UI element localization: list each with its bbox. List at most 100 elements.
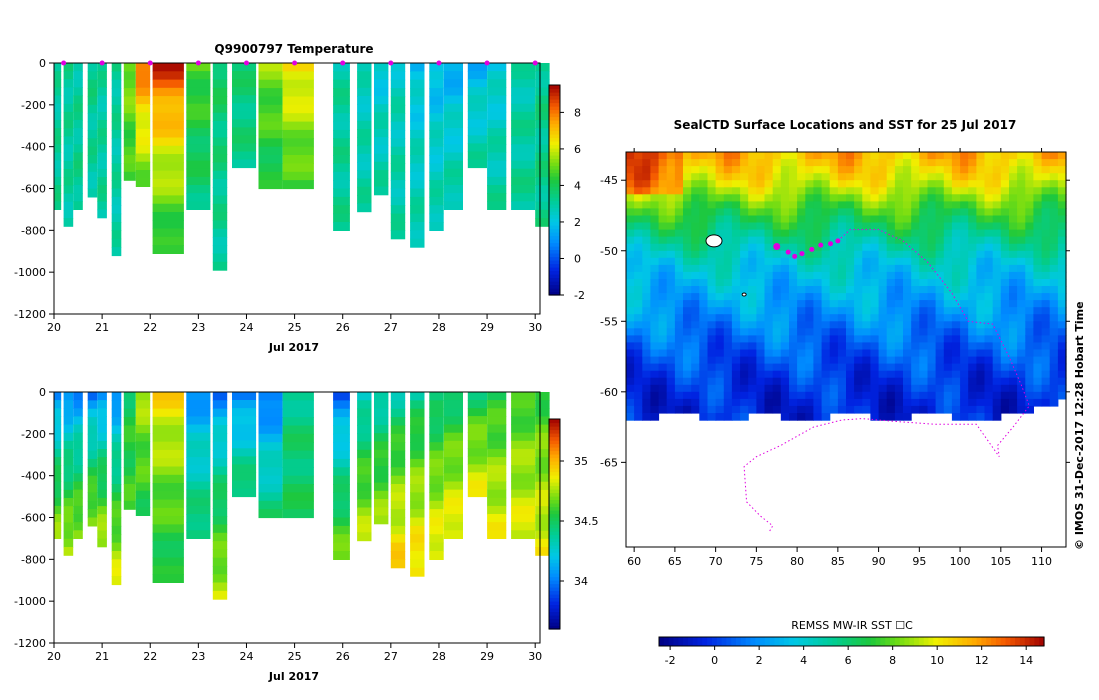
profile-cell [258, 408, 283, 418]
sst-cell [878, 286, 888, 294]
sst-cell [870, 180, 880, 188]
sst-cell [715, 398, 725, 407]
sst-cell [731, 222, 741, 231]
profile-cell [87, 433, 98, 443]
sst-cell [1057, 293, 1067, 301]
profile-cell [258, 163, 283, 173]
island [741, 292, 747, 297]
sst-cell [723, 222, 733, 231]
profile-cell [443, 185, 463, 194]
sst-map-axes: 60 65 70 75 80 85 90 95 100 105 110-45-50-55-60-65 [600, 148, 1070, 568]
sst-cell [829, 264, 839, 273]
y-tick-label: -60 [600, 386, 618, 399]
profile-cell [152, 79, 184, 89]
sst-cell [984, 201, 994, 210]
sst-cell [1057, 180, 1067, 188]
sst-cell [674, 279, 684, 287]
sst-cell [666, 314, 676, 322]
sst-cell [951, 335, 961, 344]
profile-cell [186, 201, 211, 210]
profile-cell [87, 509, 98, 519]
profile-cell [111, 121, 122, 131]
sst-cell [642, 229, 651, 238]
sst-cell [764, 173, 774, 181]
sst-cell [886, 405, 896, 414]
sst-cell [968, 363, 977, 372]
sst-cell [854, 166, 863, 174]
sst-cell [951, 201, 961, 210]
sst-cell [829, 243, 839, 252]
profile-cell [87, 425, 98, 435]
profile-cell [357, 499, 372, 509]
sst-cell [707, 314, 717, 322]
sst-cell [935, 243, 945, 252]
profile-cell [333, 534, 350, 544]
sst-cell [813, 159, 823, 167]
sst-cell [878, 370, 888, 379]
sst-cell [813, 243, 823, 252]
sst-cell [789, 194, 798, 202]
profile-cell [443, 489, 463, 499]
sst-cell [870, 413, 880, 421]
profile-cell [357, 162, 372, 171]
sst-cell [780, 398, 790, 407]
colorbar-cell [549, 183, 560, 188]
profile-cell [54, 457, 62, 466]
sst-cell [691, 257, 700, 266]
sst-cell [789, 377, 798, 386]
sst-cell [1000, 194, 1010, 202]
sst-cell [911, 194, 920, 202]
sst-cell [829, 201, 839, 210]
sst-cell [976, 413, 986, 421]
profile-cell [333, 180, 350, 190]
sst-cell [1057, 363, 1067, 372]
sst-cell [854, 201, 863, 210]
colorbar-cell [549, 573, 560, 578]
profile-cell [487, 457, 507, 466]
profile-cell [443, 497, 463, 507]
sst-cell [829, 314, 839, 322]
colorbar-cell [817, 637, 824, 646]
sst-cell [674, 173, 684, 181]
sst-cell [797, 300, 806, 308]
sst-cell [715, 356, 725, 365]
sst-cell [699, 286, 708, 294]
profile-cell [511, 432, 536, 442]
profile-cell [333, 146, 350, 156]
sst-cell [846, 349, 855, 358]
profile-cell [258, 79, 283, 89]
sst-cell [1009, 405, 1018, 414]
colorbar-cell [942, 637, 949, 646]
profile-cell [73, 465, 83, 474]
sst-cell [894, 173, 904, 181]
profile-cell [97, 144, 107, 154]
sst-cell [943, 293, 953, 301]
profile-cell [357, 491, 372, 500]
sst-cell [1000, 243, 1010, 252]
sst-cell [903, 222, 912, 231]
profile-cell [63, 416, 74, 426]
profile-cell [258, 121, 283, 131]
colorbar-cell [549, 239, 560, 244]
sst-cell [968, 201, 977, 210]
sst-cell [748, 222, 757, 231]
colorbar-cell [549, 510, 560, 515]
sst-cell [935, 398, 945, 407]
sst-cell [634, 279, 643, 287]
sst-cell [886, 300, 896, 308]
profile-cell [212, 441, 228, 451]
sst-cell [731, 293, 741, 301]
sst-cell [951, 377, 961, 386]
profile-cell [333, 188, 350, 198]
sst-cell [789, 356, 798, 365]
sst-cell [1009, 335, 1018, 344]
sst-cell [813, 222, 823, 231]
sst-cell [1009, 377, 1018, 386]
sst-cell [1057, 335, 1067, 344]
sst-cell [903, 349, 912, 358]
profile-cell [487, 530, 507, 539]
colorbar-cell [995, 637, 1002, 646]
sst-cell [903, 271, 912, 280]
profile-cell [73, 400, 83, 409]
sst-cell [789, 384, 798, 393]
